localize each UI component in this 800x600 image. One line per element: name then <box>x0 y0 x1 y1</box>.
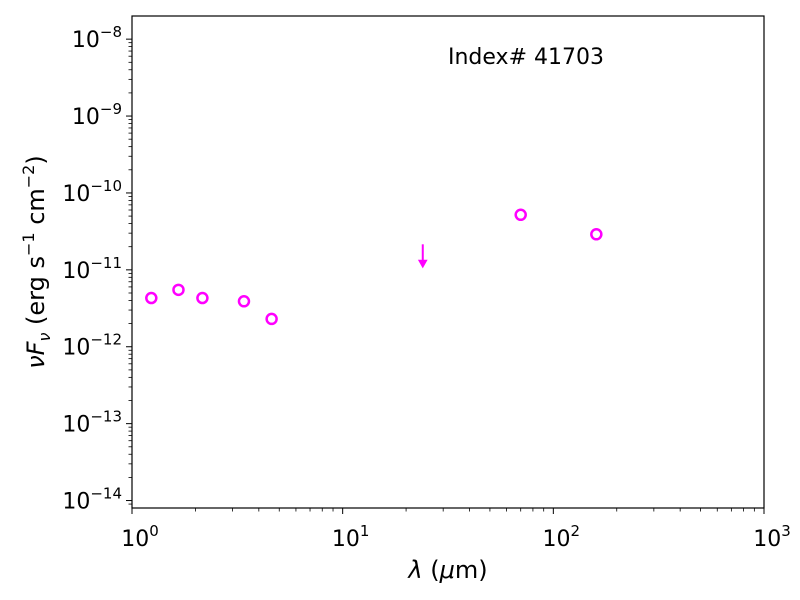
x-label-units: ( <box>423 556 440 584</box>
y-tick-label-base: 10 <box>62 336 90 361</box>
upper-limit-arrow-head <box>417 259 428 269</box>
y-tick-label: 10−13 <box>62 408 122 438</box>
y-label-cm: cm <box>22 188 50 232</box>
y-tick-label: 10−10 <box>62 177 122 207</box>
y-tick-label: 10−8 <box>72 23 122 53</box>
detection-point <box>145 291 158 305</box>
y-tick-label-base: 10 <box>72 105 100 130</box>
x-axis-label: λ (μm) <box>406 556 487 584</box>
x-label-mu: μ <box>439 556 455 584</box>
x-tick-label-exponent: 0 <box>149 522 159 540</box>
x-label-symbol: λ <box>406 556 422 584</box>
x-tick-label: 101 <box>332 522 370 552</box>
y-tick-label-base: 10 <box>72 28 100 53</box>
detection-point <box>196 291 209 305</box>
detection-point <box>172 283 185 297</box>
y-tick-label-base: 10 <box>62 490 90 515</box>
x-label-units-end: m) <box>455 556 488 584</box>
y-label-nu: ν <box>22 355 50 368</box>
x-tick-label: 102 <box>543 522 581 552</box>
y-label-close: ) <box>22 155 50 164</box>
detection-point <box>514 208 527 222</box>
y-label-exp1: −1 <box>19 232 38 256</box>
y-tick-label: 10−14 <box>62 485 122 515</box>
x-tick-label: 103 <box>753 522 791 552</box>
upper-limit-arrow <box>417 244 428 269</box>
plot-area-frame <box>131 15 765 509</box>
x-tick-label-base: 10 <box>543 527 571 552</box>
y-tick-label-exponent: −12 <box>90 331 122 349</box>
y-axis-label: νFν (erg s−1 cm−2) <box>19 155 54 369</box>
x-tick-label-exponent: 1 <box>360 522 370 540</box>
y-tick-label: 10−11 <box>62 254 122 284</box>
y-tick-label-exponent: −9 <box>100 100 122 118</box>
y-label-units: (erg s <box>22 256 50 333</box>
y-tick-label: 10−9 <box>72 100 122 130</box>
x-tick-label-exponent: 2 <box>571 522 581 540</box>
y-tick-label-base: 10 <box>62 182 90 207</box>
x-tick-label-base: 10 <box>753 527 781 552</box>
y-tick-label-exponent: −13 <box>90 408 122 426</box>
data-markers <box>145 208 603 326</box>
detection-point <box>265 312 278 326</box>
y-label-exp2: −2 <box>19 165 38 189</box>
x-tick-label-exponent: 3 <box>781 522 791 540</box>
y-tick-label: 10−12 <box>62 331 122 361</box>
y-label-subscript: ν <box>35 333 54 342</box>
y-tick-label-exponent: −10 <box>90 177 122 195</box>
y-tick-label-exponent: −14 <box>90 485 122 503</box>
y-tick-label-exponent: −8 <box>100 23 122 41</box>
x-axis-ticks: 100 101 102 103 <box>121 508 791 552</box>
detection-point <box>590 228 603 241</box>
y-tick-label-exponent: −11 <box>90 254 122 272</box>
x-tick-label-base: 10 <box>121 527 149 552</box>
y-tick-label-base: 10 <box>62 259 90 284</box>
index-annotation: Index# 41703 <box>448 45 604 70</box>
x-tick-label-base: 10 <box>332 527 360 552</box>
y-label-f: F <box>22 340 50 355</box>
detection-point <box>237 295 251 308</box>
y-tick-label-base: 10 <box>62 413 90 438</box>
x-tick-label: 100 <box>121 522 159 552</box>
